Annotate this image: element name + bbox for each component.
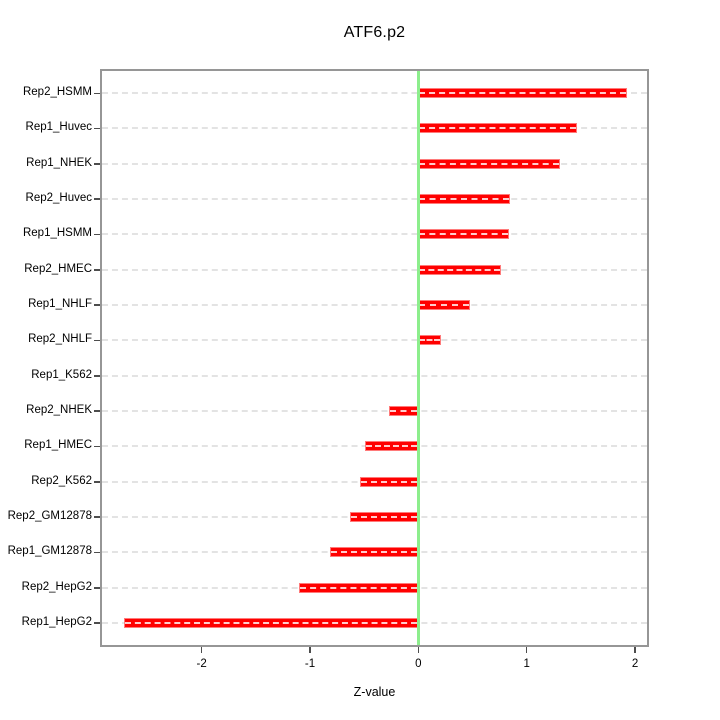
y-tick (94, 127, 100, 130)
y-label-Rep1_GM12878: Rep1_GM12878 (7, 545, 92, 558)
bar-grid-overlay (360, 480, 418, 483)
bar-grid-overlay (419, 303, 470, 306)
bar-grid-overlay (351, 515, 418, 518)
zero-reference-line (416, 71, 420, 645)
gridline (102, 127, 647, 130)
bar-Rep1_HMEC (365, 441, 419, 452)
gridline (102, 339, 647, 342)
y-tick (94, 481, 100, 483)
y-label-Rep1_HMEC: Rep1_HMEC (24, 439, 92, 452)
bar-grid-overlay (419, 197, 510, 200)
y-label-Rep2_HMEC: Rep2_HMEC (24, 262, 92, 275)
bar-Rep2_NHLF (418, 335, 442, 346)
x-tick-label-2: 2 (631, 658, 639, 670)
x-tick (309, 647, 311, 653)
gridline (102, 374, 647, 377)
bar-grid-overlay (366, 445, 418, 448)
y-label-Rep1_HepG2: Rep1_HepG2 (21, 615, 92, 628)
bar-Rep1_NHLF (418, 299, 471, 310)
x-tick (200, 647, 203, 653)
gridline (102, 162, 647, 165)
bar-Rep2_HMEC (418, 264, 501, 275)
gridline (102, 92, 647, 94)
y-tick (94, 233, 100, 236)
y-label-Rep2_NHEK: Rep2_NHEK (26, 403, 92, 416)
bar-Rep1_GM12878 (329, 547, 419, 558)
bar-grid-overlay (419, 162, 560, 165)
y-label-Rep1_HSMM: Rep1_HSMM (22, 227, 92, 240)
y-label-Rep1_Huvec: Rep1_Huvec (25, 121, 92, 134)
y-label-Rep1_NHEK: Rep1_NHEK (26, 156, 92, 169)
bar-Rep2_HepG2 (299, 582, 419, 593)
y-tick (94, 304, 100, 306)
y-label-Rep2_K562: Rep2_K562 (31, 474, 92, 487)
bar-Rep1_NHEK (418, 158, 561, 169)
y-label-Rep2_Huvec: Rep2_Huvec (25, 191, 92, 204)
bar-grid-overlay (419, 339, 441, 342)
bar-grid-overlay (300, 586, 418, 589)
gridline (102, 268, 647, 271)
bar-Rep2_HSMM (418, 88, 628, 98)
bar-grid-overlay (390, 409, 418, 412)
y-tick (94, 339, 100, 342)
x-tick (525, 647, 528, 653)
y-tick (94, 269, 100, 271)
y-label-Rep2_HepG2: Rep2_HepG2 (21, 580, 92, 593)
y-tick (94, 198, 100, 200)
y-tick (94, 445, 100, 448)
plot-area (102, 71, 647, 645)
x-tick-label-1: 1 (523, 658, 530, 670)
gridline (102, 303, 647, 306)
gridline (102, 197, 647, 200)
bar-grid-overlay (330, 551, 418, 554)
x-tick (417, 647, 420, 653)
y-tick (94, 622, 100, 624)
x-tick-label--2: -2 (196, 658, 207, 670)
bar-grid-overlay (419, 92, 627, 94)
gridline (102, 233, 647, 236)
bar-Rep1_HSMM (418, 229, 510, 240)
bar-Rep2_K562 (359, 476, 419, 487)
x-tick-label-0: 0 (415, 658, 422, 670)
y-tick (94, 163, 100, 165)
bar-grid-overlay (419, 233, 509, 236)
bar-grid-overlay (419, 127, 576, 130)
y-label-Rep1_NHLF: Rep1_NHLF (28, 297, 92, 310)
y-label-Rep2_GM12878: Rep2_GM12878 (7, 509, 92, 522)
bar-Rep2_GM12878 (350, 511, 419, 522)
x-tick (634, 647, 636, 653)
bar-grid-overlay (419, 268, 500, 271)
bar-grid-overlay (124, 621, 418, 624)
y-label-Rep1_K562: Rep1_K562 (31, 368, 92, 381)
y-tick (94, 375, 100, 377)
bar-Rep2_NHEK (389, 405, 419, 416)
y-tick (94, 551, 100, 554)
y-tick (94, 410, 100, 412)
gridline (102, 409, 647, 412)
y-tick (94, 516, 100, 518)
bar-Rep1_HepG2 (123, 617, 419, 628)
chart-title: ATF6.p2 (343, 24, 406, 41)
y-label-Rep2_HSMM: Rep2_HSMM (22, 86, 92, 98)
y-tick (94, 92, 100, 94)
bar-Rep2_Huvec (418, 193, 511, 204)
bar-Rep1_Huvec (418, 123, 577, 134)
x-tick-label--1: -1 (304, 658, 316, 670)
y-tick (94, 587, 100, 589)
y-label-Rep2_NHLF: Rep2_NHLF (28, 333, 92, 346)
x-axis-label: Z-value (353, 685, 396, 699)
